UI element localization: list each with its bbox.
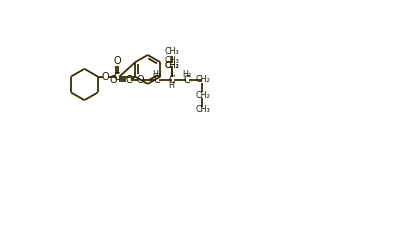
Text: CH₃: CH₃ [195, 105, 210, 114]
Text: C: C [125, 75, 132, 85]
Text: C: C [183, 75, 190, 85]
Text: C: C [168, 75, 175, 85]
Text: O: O [102, 72, 109, 82]
Text: C: C [153, 75, 160, 85]
Text: CH₂: CH₂ [195, 91, 210, 100]
Text: O: O [136, 75, 144, 85]
Text: CH₂: CH₂ [164, 61, 179, 70]
Text: CH₂: CH₂ [164, 61, 179, 70]
Text: H₂: H₂ [182, 70, 191, 79]
Text: O: O [113, 56, 121, 66]
Text: O: O [110, 75, 117, 85]
Text: C: C [114, 72, 120, 82]
Text: H: H [169, 81, 175, 90]
Text: CH₂: CH₂ [195, 75, 210, 84]
Text: H₂: H₂ [152, 70, 161, 79]
Text: CH₃: CH₃ [164, 56, 179, 65]
Text: CH₃: CH₃ [164, 47, 179, 56]
